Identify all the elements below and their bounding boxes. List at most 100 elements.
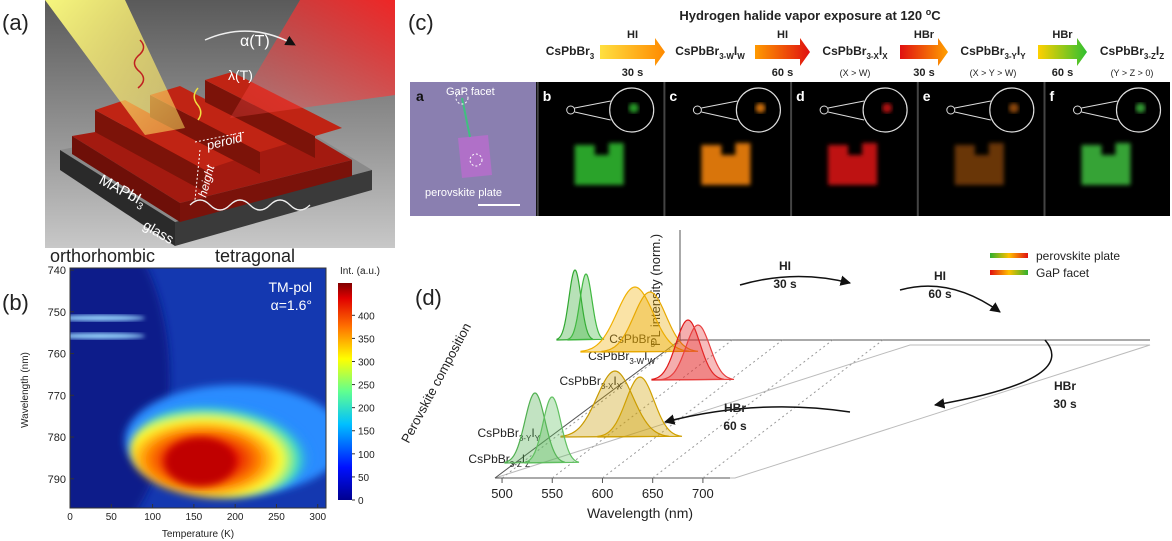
image-divider (536, 82, 539, 216)
image-letter: c (669, 88, 677, 104)
text-part: CsPbBr (588, 349, 629, 363)
subscript: Y (535, 434, 541, 443)
text-part: C (931, 8, 941, 23)
zoom-inset (989, 87, 1035, 133)
panel-title: Hydrogen halide vapor exposure at 120 oC (679, 7, 941, 23)
exposure-time: 60 s (928, 287, 952, 301)
text-part: I (613, 374, 616, 388)
y-axis-label: Wavelength (nm) (20, 352, 31, 428)
formula: CsPbBr3-YIY (960, 44, 1026, 61)
facet-spot (755, 103, 766, 113)
colorbar (338, 283, 352, 500)
exposure-time: 30 s (1053, 397, 1077, 411)
subscript: X (617, 382, 623, 391)
y-tick-label: 740 (48, 265, 66, 277)
reagent: HBr (914, 29, 935, 41)
formula: CsPbBr3-XIX (560, 374, 623, 391)
transition-arrow (899, 285, 1001, 313)
panel-label: (a) (2, 10, 29, 35)
transition-arrow (739, 275, 852, 286)
text-part: CsPbBr (822, 44, 866, 58)
reagent: HI (934, 269, 946, 283)
plate (828, 143, 878, 185)
facet-spot (628, 103, 639, 113)
spectrum (524, 396, 580, 464)
condition: (X > W) (840, 68, 871, 78)
spectrum (661, 324, 735, 381)
transition-arrow (663, 406, 851, 425)
colorbar-tick-label: 300 (358, 357, 375, 368)
zoom-line (827, 111, 865, 121)
text-part: CsPbBr (1100, 44, 1144, 58)
x-tick-label: 150 (186, 512, 203, 523)
reagent: HBr (1054, 379, 1076, 393)
exposure-time: 60 s (723, 419, 747, 433)
zoom-line (828, 100, 865, 109)
spectrum (504, 392, 566, 464)
panel-label: (c) (408, 10, 434, 35)
text-part: I (531, 426, 534, 440)
facet-marker (1073, 105, 1082, 115)
zoom-line (1081, 111, 1118, 121)
angle-label: α=1.6° (271, 297, 312, 313)
image-strip: a b c d e f (410, 82, 1170, 216)
image-divider (663, 82, 666, 216)
reaction-arrow (900, 38, 948, 66)
text-part: CsPbBr (478, 426, 519, 440)
condition: (Y > Z > 0) (1111, 68, 1154, 78)
colorbar-tick-label: 200 (358, 404, 375, 415)
phase-label: tetragonal (215, 246, 295, 266)
reaction-arrow (1038, 38, 1087, 66)
condition: (X > Y > W) (970, 68, 1017, 78)
x-tick-label: 500 (491, 486, 513, 501)
text-part: I (1017, 44, 1020, 58)
facet-spot (1135, 103, 1146, 113)
zoom-line (954, 100, 991, 109)
legend-swatch (990, 253, 1028, 258)
angle-label: α(T) (240, 33, 270, 50)
subscript: 3 (590, 52, 595, 61)
y-tick-label: 790 (48, 474, 66, 486)
y-tick-label: 770 (48, 390, 66, 402)
zoom-line (954, 111, 991, 121)
colorbar-tick-label: 250 (358, 381, 375, 392)
reagent: HI (627, 29, 638, 41)
subscript: 3-X (601, 382, 614, 391)
subscript: Z (1159, 52, 1164, 61)
zoom-inset (1115, 87, 1162, 133)
transition-arrow (933, 339, 1053, 409)
legend-label: perovskite plate (1036, 249, 1120, 263)
image-letter: b (543, 88, 552, 104)
x-tick-label: 600 (592, 486, 614, 501)
reagent: HI (779, 259, 791, 273)
formula: CsPbBr3-WIW (588, 349, 655, 366)
text-part: I (1156, 44, 1159, 58)
text-part: CsPbBr (675, 44, 719, 58)
spectrum (651, 319, 725, 381)
subscript: 3 (134, 201, 144, 214)
x-tick-label: 50 (106, 512, 118, 523)
x-tick-label: 650 (642, 486, 664, 501)
exposure-time: 60 s (772, 67, 793, 79)
heatmap (70, 268, 326, 508)
text-part: CsPbBr (960, 44, 1004, 58)
y-tick-label: 760 (48, 349, 66, 361)
reagent: HI (777, 29, 788, 41)
zoom-inset (609, 87, 655, 133)
x-tick-label: 100 (144, 512, 161, 523)
plate (1081, 143, 1131, 185)
x-axis-label: Wavelength (nm) (587, 505, 693, 521)
phase-label: orthorhombic (50, 246, 155, 266)
text-part: I (644, 349, 647, 363)
reaction-arrow (755, 38, 810, 66)
text-part: CsPbBr (560, 374, 601, 388)
exposure-time: 60 s (1052, 67, 1073, 79)
colorbar-title: Int. (a.u.) (340, 266, 380, 277)
y-tick-label: 750 (48, 307, 66, 319)
plate (954, 143, 1004, 185)
text-part: Hydrogen halide vapor exposure at 120 (679, 8, 925, 23)
superscript: o (926, 7, 932, 17)
reaction-arrow (600, 38, 665, 66)
facet-spot (882, 103, 893, 113)
text-part: CsPbBr (546, 44, 590, 58)
